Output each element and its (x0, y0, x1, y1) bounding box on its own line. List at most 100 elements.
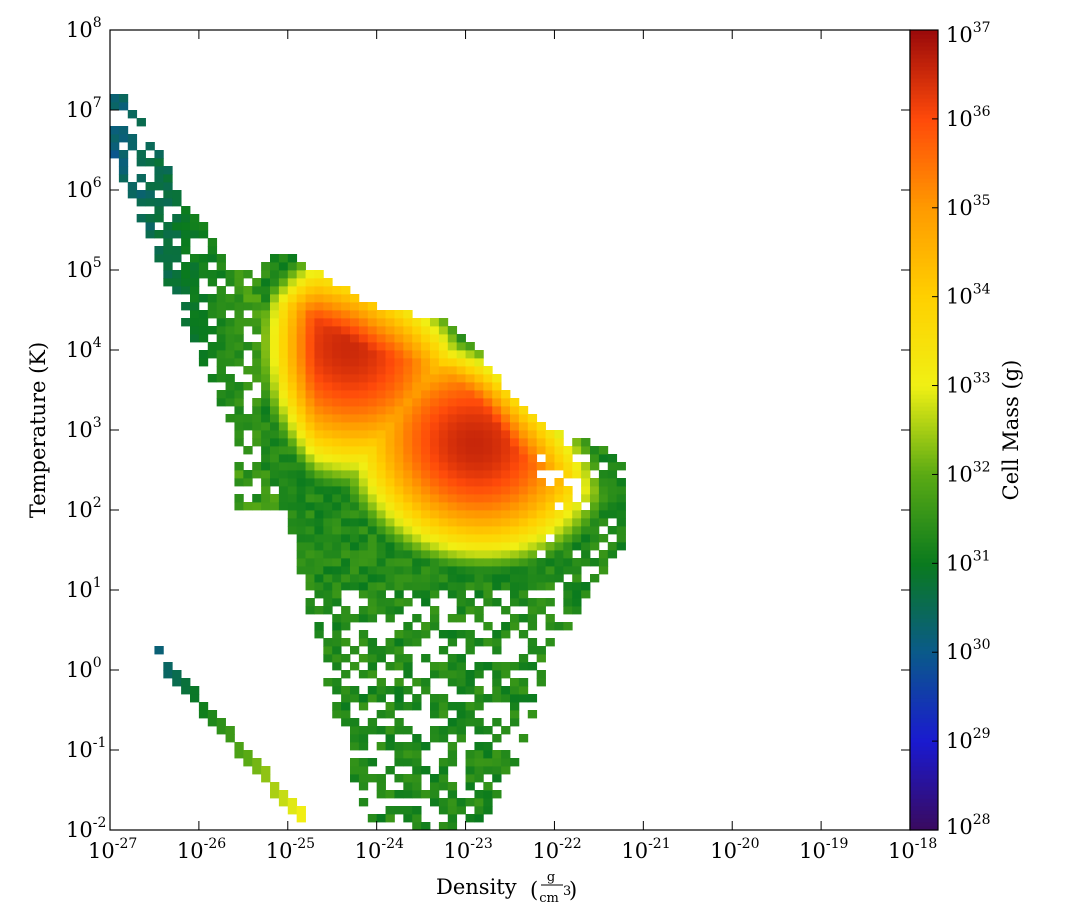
heatmap-cell (270, 294, 280, 303)
colorbar-segment (910, 258, 938, 263)
heatmap-cell (474, 742, 484, 751)
heatmap-cell (145, 142, 155, 151)
heatmap-cell (456, 702, 466, 711)
heatmap-cell (430, 734, 440, 743)
heatmap-cell (510, 406, 520, 415)
heatmap-cell (412, 398, 422, 407)
heatmap-cell (332, 542, 342, 551)
heatmap-cell (483, 430, 493, 439)
heatmap-cell (430, 614, 440, 623)
heatmap-cell (358, 414, 369, 423)
heatmap-cell (563, 534, 573, 543)
heatmap-cell (296, 318, 306, 327)
heatmap-cell (287, 422, 298, 431)
heatmap-cell (447, 678, 458, 687)
heatmap-cell (314, 278, 324, 287)
heatmap-cell (350, 358, 360, 367)
heatmap-cell (358, 390, 369, 399)
heatmap-cell (305, 574, 315, 583)
heatmap-cell (252, 310, 262, 319)
heatmap-cell (234, 398, 244, 407)
heatmap-cell (421, 590, 431, 599)
heatmap-cell (492, 646, 502, 655)
heatmap-cell (581, 550, 591, 559)
heatmap-cell (358, 534, 369, 543)
heatmap-cell (394, 598, 404, 607)
heatmap-cell (501, 518, 511, 527)
heatmap-cell (403, 598, 413, 607)
heatmap-cell (465, 638, 475, 647)
heatmap-cell (554, 550, 564, 559)
heatmap-cell (590, 446, 600, 455)
heatmap-cell (332, 574, 342, 583)
heatmap-cell (332, 582, 342, 591)
heatmap-cell (358, 614, 369, 623)
heatmap-cell (510, 558, 520, 567)
heatmap-cell (527, 622, 538, 631)
heatmap-cell (198, 222, 209, 231)
heatmap-cell (243, 270, 253, 279)
heatmap-cell (438, 494, 449, 503)
heatmap-cell (403, 374, 413, 383)
heatmap-cell (438, 414, 449, 423)
colorbar-segment (910, 50, 938, 55)
heatmap-cell (554, 542, 564, 551)
heatmap-cell (270, 406, 280, 415)
heatmap-cell (438, 710, 449, 719)
heatmap-cell (350, 382, 360, 391)
heatmap-cell (412, 470, 422, 479)
heatmap-cell (492, 398, 502, 407)
heatmap-cell (278, 294, 289, 303)
heatmap-cell (376, 518, 386, 527)
heatmap-cell (456, 350, 466, 359)
heatmap-cell (358, 422, 369, 431)
heatmap-cell (305, 502, 315, 511)
heatmap-cell (563, 558, 573, 567)
heatmap-cell (367, 454, 378, 463)
heatmap-cell (287, 334, 298, 343)
heatmap-cell (332, 302, 342, 311)
heatmap-cell (447, 542, 458, 551)
heatmap-cell (296, 310, 306, 319)
heatmap-cell (510, 758, 520, 767)
colorbar-segment (910, 538, 938, 543)
heatmap-cell (252, 342, 262, 351)
colorbar-segment (910, 762, 938, 767)
heatmap-cell (243, 382, 253, 391)
colorbar-segment (910, 206, 938, 211)
colorbar-segment (910, 770, 938, 775)
heatmap-cell (385, 406, 395, 415)
heatmap-cell (421, 526, 431, 535)
heatmap-cell (438, 630, 449, 639)
heatmap-cell (118, 94, 129, 103)
heatmap-cell (501, 542, 511, 551)
heatmap-cell (501, 534, 511, 543)
heatmap-cell (314, 358, 324, 367)
heatmap-cell (323, 550, 333, 559)
heatmap-cell (403, 510, 413, 519)
heatmap-cell (412, 550, 422, 559)
heatmap-cell (501, 622, 511, 631)
heatmap-cell (341, 702, 351, 711)
colorbar-segment (910, 190, 938, 195)
heatmap-cell (376, 390, 386, 399)
heatmap-cell (545, 574, 555, 583)
heatmap-cell (385, 606, 395, 615)
heatmap-cell (376, 358, 386, 367)
heatmap-cell (394, 662, 404, 671)
heatmap-cell (412, 414, 422, 423)
heatmap-cell (572, 470, 582, 479)
heatmap-cell (483, 446, 493, 455)
heatmap-cell (430, 542, 440, 551)
heatmap-cell (323, 462, 333, 471)
heatmap-cell (314, 446, 324, 455)
x-tick-label: 10-20 (710, 836, 759, 863)
heatmap-cell (456, 438, 466, 447)
heatmap-cell (545, 430, 555, 439)
heatmap-cell (527, 510, 538, 519)
heatmap-cell (465, 374, 475, 383)
heatmap-cell (270, 446, 280, 455)
heatmap-cell (554, 430, 564, 439)
y-tick-label: 107 (66, 95, 102, 122)
heatmap-cell (278, 254, 289, 263)
